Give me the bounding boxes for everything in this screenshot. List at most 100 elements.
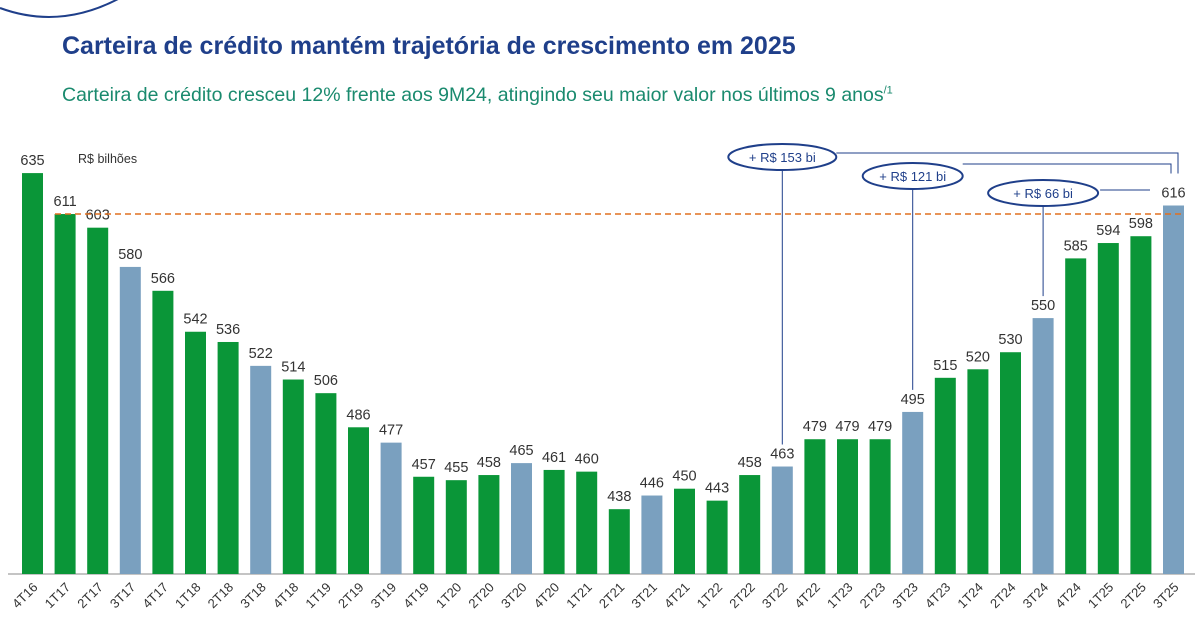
data-label-4T21: 450: [672, 469, 696, 485]
bar-1T21: [576, 471, 598, 574]
tick-label-2T24: 2T24: [987, 580, 1019, 612]
tick-label-3T22: 3T22: [759, 580, 791, 612]
bar-1T24: [967, 369, 989, 574]
data-label-1T17: 611: [54, 194, 77, 210]
bar-2T17: [87, 227, 109, 574]
bar-4T20: [543, 469, 565, 574]
bar-2T21: [608, 509, 630, 574]
tick-label-1T17: 1T17: [42, 580, 74, 612]
bar-1T25: [1097, 243, 1119, 574]
tick-label-3T21: 3T21: [628, 580, 660, 612]
tick-label-3T18: 3T18: [237, 580, 269, 612]
data-label-4T23: 515: [933, 358, 957, 374]
bar-2T22: [739, 475, 761, 574]
data-label-2T24: 530: [998, 332, 1022, 348]
bar-3T20: [511, 463, 532, 574]
data-label-3T21: 446: [640, 476, 664, 492]
data-label-4T19: 457: [412, 457, 436, 473]
tick-label-1T24: 1T24: [954, 580, 986, 612]
data-label-1T22: 443: [705, 481, 729, 497]
tick-label-2T18: 2T18: [205, 580, 237, 612]
page-subtitle: Carteira de crédito cresceu 12% frente a…: [62, 84, 893, 107]
data-label-2T18: 536: [216, 322, 240, 338]
data-label-3T18: 522: [249, 346, 273, 362]
bar-3T17: [119, 266, 141, 574]
bar-1T22: [706, 500, 728, 574]
tick-label-3T24: 3T24: [1020, 580, 1052, 612]
bar-4T19: [413, 476, 435, 574]
data-label-1T25: 594: [1096, 223, 1120, 239]
data-label-1T18: 542: [183, 312, 207, 328]
data-label-3T19: 477: [379, 423, 403, 439]
data-label-4T20: 461: [542, 450, 566, 466]
bar-2T20: [478, 475, 500, 574]
subtitle-text: Carteira de crédito cresceu 12% frente a…: [62, 84, 884, 106]
data-label-2T22: 458: [738, 455, 762, 471]
data-label-3T24: 550: [1031, 298, 1055, 314]
data-label-4T16: 635: [20, 153, 44, 169]
bar-1T19: [315, 393, 337, 574]
tick-label-4T19: 4T19: [400, 580, 432, 612]
bar-3T24: [1032, 318, 1054, 574]
bar-2T24: [1000, 352, 1021, 574]
annotation-oval-1: [861, 162, 964, 190]
bar-3T19: [380, 442, 402, 574]
tick-label-4T20: 4T20: [531, 580, 563, 612]
tick-label-2T20: 2T20: [465, 580, 497, 612]
tick-label-1T25: 1T25: [1085, 580, 1117, 612]
tick-label-1T21: 1T21: [563, 580, 595, 612]
bar-3T22: [771, 466, 793, 574]
tick-label-4T21: 4T21: [661, 580, 693, 612]
tick-label-4T22: 4T22: [791, 580, 823, 612]
data-label-2T25: 598: [1129, 216, 1153, 232]
tick-label-2T19: 2T19: [335, 580, 367, 612]
bar-4T18: [282, 379, 304, 574]
bar-1T23: [837, 439, 858, 574]
bar-3T25: [1163, 205, 1184, 574]
tick-label-2T22: 2T22: [726, 580, 758, 612]
bar-2T25: [1130, 236, 1152, 574]
data-label-2T20: 458: [477, 455, 501, 471]
data-label-2T17: 603: [86, 208, 110, 224]
bar-4T23: [934, 377, 956, 574]
tick-label-2T21: 2T21: [596, 580, 628, 612]
bar-4T24: [1065, 258, 1087, 574]
annotation-bracket-1: [962, 163, 1172, 174]
annotation-label-1: + R$ 121 bi: [879, 169, 946, 184]
annotation-oval-2: [987, 179, 1100, 207]
bar-3T18: [250, 365, 272, 574]
annotation-label-0: + R$ 153 bi: [749, 150, 816, 165]
data-label-4T22: 479: [803, 419, 827, 435]
bar-4T21: [674, 488, 695, 574]
data-label-3T25: 616: [1161, 186, 1185, 202]
bar-2T23: [869, 439, 891, 574]
tick-label-1T18: 1T18: [172, 580, 204, 612]
tick-label-3T23: 3T23: [889, 580, 921, 612]
data-label-1T23: 479: [835, 419, 859, 435]
tick-label-4T18: 4T18: [270, 580, 302, 612]
bar-3T21: [641, 495, 663, 574]
data-label-2T21: 438: [607, 489, 631, 505]
data-label-4T18: 514: [281, 360, 305, 376]
tick-label-4T24: 4T24: [1052, 580, 1084, 612]
data-label-3T23: 495: [901, 392, 925, 408]
bar-2T18: [217, 341, 239, 574]
tick-label-3T17: 3T17: [107, 580, 139, 612]
bar-4T16: [22, 173, 43, 574]
subtitle-footnote: /1: [883, 84, 893, 97]
tick-label-1T23: 1T23: [824, 580, 856, 612]
tick-label-2T25: 2T25: [1117, 580, 1149, 612]
tick-label-3T20: 3T20: [498, 580, 530, 612]
tick-label-3T19: 3T19: [368, 580, 400, 612]
data-label-1T20: 455: [444, 460, 468, 476]
bar-1T17: [54, 214, 76, 574]
page-title: Carteira de crédito mantém trajetória de…: [62, 32, 796, 60]
bar-4T22: [804, 439, 826, 574]
tick-label-3T25: 3T25: [1150, 580, 1182, 612]
bar-2T19: [348, 427, 369, 574]
bar-4T17: [152, 290, 174, 574]
annotation-label-2: + R$ 66 bi: [1013, 186, 1073, 201]
bar-1T18: [185, 331, 206, 574]
data-label-3T17: 580: [118, 247, 142, 263]
